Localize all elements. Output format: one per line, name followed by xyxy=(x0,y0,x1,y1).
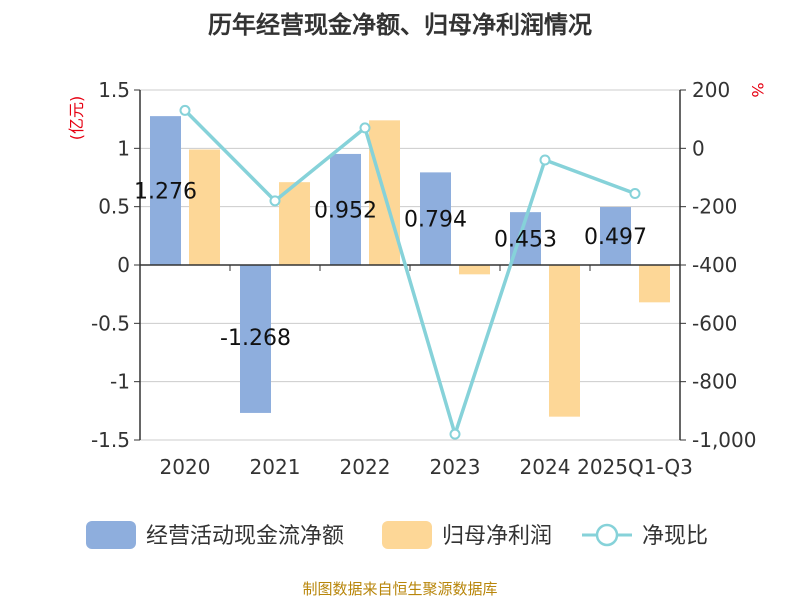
x-tick-label: 2020 xyxy=(160,455,211,479)
x-tick-label: 2022 xyxy=(340,455,391,479)
cashflow-data-label: 0.794 xyxy=(404,208,467,233)
source-note: 制图数据来自恒生聚源数据库 xyxy=(302,580,497,598)
legend-swatch-profit xyxy=(382,521,432,549)
legend: 经营活动现金流净额 归母净利润 净现比 xyxy=(86,521,708,549)
legend-label-cashflow: 经营活动现金流净额 xyxy=(146,524,344,549)
y-right-tick-label: -800 xyxy=(692,370,737,394)
y-right-tick-label: -400 xyxy=(692,253,737,277)
y-right-tick-label: -200 xyxy=(692,195,737,219)
y-left-tick-label: -1.5 xyxy=(91,428,130,452)
ratio-point xyxy=(359,122,371,134)
profit-bar xyxy=(279,182,310,265)
profit-bar xyxy=(189,149,220,265)
y-left-label: (亿元) xyxy=(67,96,86,141)
cashflow-bar xyxy=(240,265,271,413)
cashflow-data-label: 0.497 xyxy=(584,225,647,250)
cashflow-data-label: 0.453 xyxy=(494,228,557,253)
y-right-tick-label: -600 xyxy=(692,311,737,335)
y-left-tick-label: 0.5 xyxy=(98,195,130,219)
ratio-point xyxy=(629,188,641,200)
y-left-tick-label: -0.5 xyxy=(91,311,130,335)
y-right-label: % xyxy=(748,82,767,97)
axes: 1.5 1 0.5 0 -0.5 -1 -1.5 200 0 -200 -400 -600 -800 -1… xyxy=(91,78,757,479)
chart-title: 历年经营现金净额、归母净利润情况 xyxy=(208,11,592,39)
x-tick-label: 2023 xyxy=(430,455,481,479)
cashflow-data-label: 1.276 xyxy=(134,180,197,205)
legend-label-profit: 归母净利润 xyxy=(442,524,552,549)
legend-label-ratio: 净现比 xyxy=(642,524,708,549)
profit-bar xyxy=(639,265,670,303)
ratio-point xyxy=(449,428,461,440)
legend-swatch-cashflow xyxy=(86,521,136,549)
ratio-point xyxy=(179,104,191,116)
x-tick-label: 2025Q1-Q3 xyxy=(577,455,693,479)
y-right-tick-label: -1,000 xyxy=(692,428,756,452)
x-tick-label: 2024 xyxy=(520,455,571,479)
cashflow-bar xyxy=(330,153,361,265)
ratio-point xyxy=(269,195,281,207)
bars xyxy=(150,116,670,417)
ratio-line-path xyxy=(183,109,636,436)
y-left-tick-label: 1.5 xyxy=(98,78,130,102)
data-labels: 1.276 -1.268 0.952 0.794 0.453 0.497 xyxy=(134,180,647,351)
y-left-tick-label: 0 xyxy=(117,253,130,277)
grid xyxy=(140,89,680,441)
y-left-tick-label: 1 xyxy=(117,136,130,160)
ratio-line xyxy=(179,104,641,440)
y-right-tick-label: 200 xyxy=(692,78,730,102)
cashflow-bar xyxy=(150,116,181,265)
profit-bar xyxy=(459,265,490,275)
legend-swatch-ratio-marker xyxy=(595,523,619,547)
ratio-point xyxy=(539,154,551,166)
profit-bar xyxy=(549,265,580,417)
cashflow-bar xyxy=(600,207,631,265)
y-left-tick-label: -1 xyxy=(110,370,130,394)
cashflow-data-label: -1.268 xyxy=(220,326,291,351)
y-right-tick-label: 0 xyxy=(692,136,705,160)
x-tick-label: 2021 xyxy=(250,455,301,479)
cashflow-data-label: 0.952 xyxy=(314,198,377,223)
cashflow-bar xyxy=(420,172,451,265)
